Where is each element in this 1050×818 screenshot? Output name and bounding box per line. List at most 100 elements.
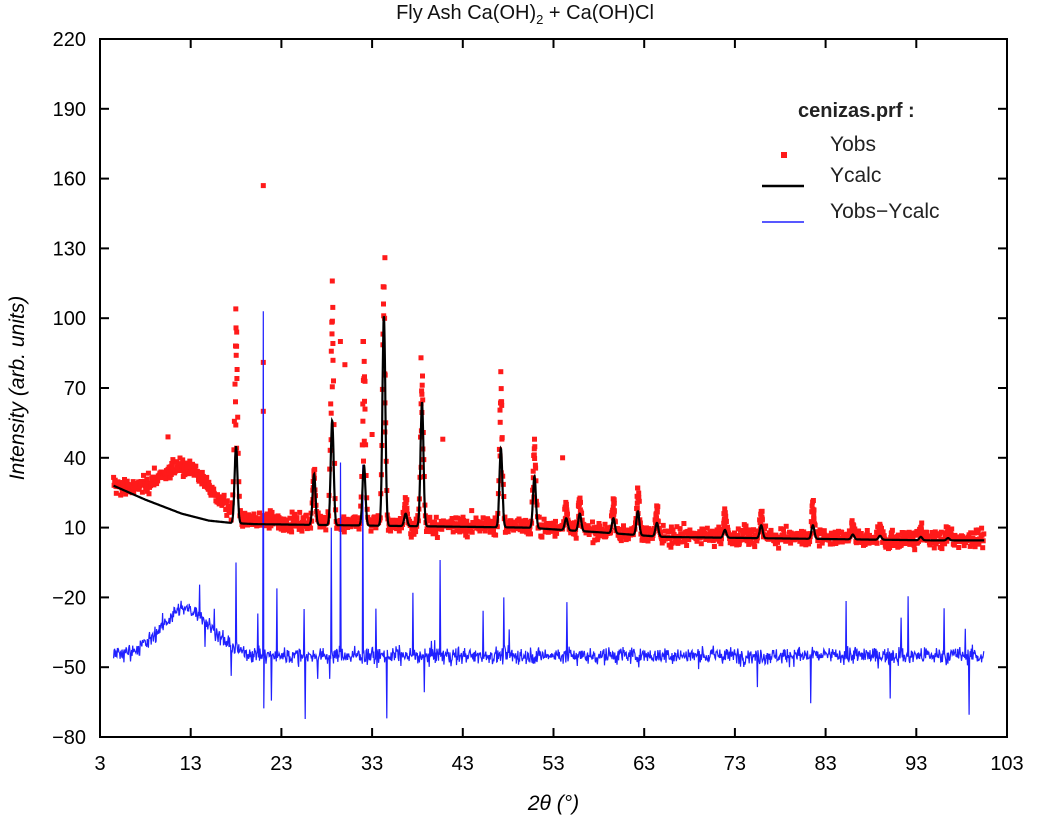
yobs-point-228 — [235, 414, 241, 420]
yobs-point-892 — [596, 521, 602, 526]
yobs-point-1152 — [738, 527, 743, 533]
yobs-point-79 — [154, 481, 160, 487]
yobs-point-1332 — [836, 528, 841, 534]
yobs-point-394 — [325, 509, 331, 515]
yobs-peak-19-6 — [918, 525, 924, 531]
yobs-point-1198 — [763, 523, 769, 529]
yobs-point-1041 — [677, 526, 683, 532]
yobs-point-1374 — [858, 531, 864, 536]
yobs-point-419 — [339, 524, 345, 530]
yobs-point-1020 — [666, 529, 672, 535]
yobs-point-814 — [554, 530, 560, 536]
yobs-peak-4-5 — [380, 284, 386, 290]
yobs-point-698 — [491, 528, 496, 534]
yobs-point-659 — [469, 529, 475, 535]
yobs-peak-1-6 — [312, 466, 318, 472]
yobs-point-400 — [328, 348, 334, 354]
yobs-point-473 — [368, 528, 374, 534]
yobs-peak-14-6 — [721, 511, 727, 517]
yobs-point-402 — [329, 318, 335, 324]
yobs-point-1563 — [961, 543, 967, 549]
yobs-point-1590 — [976, 541, 982, 547]
yobs-point-1208 — [768, 527, 774, 533]
y-tick-label-2: −20 — [52, 587, 86, 609]
yobs-point-1306 — [821, 528, 827, 534]
y-tick-label-0: −80 — [52, 727, 86, 749]
yobs-point-318 — [284, 517, 290, 523]
yobs-point-666 — [473, 515, 479, 521]
yobs-point-883 — [591, 525, 597, 531]
yobs-point-122 — [177, 455, 183, 461]
yobs-point-804 — [548, 520, 554, 526]
yobs-point-234 — [238, 511, 244, 517]
yobs-peak-13-2 — [655, 518, 661, 524]
yobs-peak-13-5 — [654, 509, 660, 515]
yobs-point-137 — [185, 462, 191, 468]
yobs-point-901 — [601, 528, 607, 534]
yobs-point-1453 — [901, 530, 907, 536]
yobs-point-1167 — [746, 541, 752, 547]
yobs-point-313 — [281, 516, 287, 522]
yobs-peak-0-5 — [234, 329, 240, 335]
yobs-point-1574 — [967, 543, 973, 549]
yobs-point-1048 — [681, 521, 687, 526]
chart-title-main: Fly Ash Ca(OH) — [396, 2, 537, 24]
yobs-peak-13-6 — [654, 506, 660, 512]
yobs-point-636 — [457, 529, 463, 535]
yobs-point-1521 — [938, 529, 944, 535]
yobs-point-47 — [136, 486, 142, 492]
yobs-point-424 — [341, 529, 347, 535]
yobs-point-451 — [356, 526, 362, 532]
yobs-point-654 — [467, 522, 472, 528]
yobs-point-1150 — [736, 540, 742, 546]
yobs-point-527 — [397, 516, 403, 521]
yobs-point-5 — [113, 490, 119, 496]
yobs-point-218 — [229, 500, 235, 506]
yobs-point-1296 — [816, 531, 822, 536]
yobs-point-709 — [496, 446, 502, 452]
yobs-point-1589 — [975, 527, 981, 533]
yobs-point-165 — [200, 474, 206, 480]
yobs-point-1196 — [762, 526, 767, 532]
yobs-peak-12-6 — [635, 485, 641, 491]
yobs-point-1244 — [788, 540, 794, 546]
yobs-point-362 — [308, 525, 314, 531]
yobs-peak-8-3 — [533, 465, 539, 471]
yobs-point-635 — [456, 525, 462, 531]
yobs-point-701 — [492, 515, 498, 521]
yobs-point-104 — [167, 475, 173, 481]
yobs-point-644 — [461, 528, 467, 534]
yobs-point-1232 — [781, 531, 787, 537]
y-tick-label-4: 40 — [64, 448, 86, 470]
yobs-peak-8-4 — [532, 456, 538, 461]
yobs-point-1095 — [707, 537, 712, 543]
yobs-peak-9-3 — [564, 510, 570, 516]
yobs-point-1182 — [754, 538, 760, 544]
yobs-extra-6 — [369, 432, 375, 437]
yobs-point-1588 — [975, 530, 981, 536]
yobs-peak-3-2 — [360, 418, 366, 424]
yobs-point-376 — [315, 510, 321, 516]
yobs-point-1180 — [753, 532, 759, 538]
yobs-peak-15-3 — [759, 517, 765, 523]
yobs-peak-2-2 — [329, 384, 335, 390]
chart-title-subscript: 2 — [536, 12, 544, 27]
yobs-point-1508 — [931, 545, 937, 551]
yobs-point-458 — [360, 401, 366, 407]
yobs-point-683 — [482, 528, 488, 534]
yobs-point-1419 — [883, 544, 889, 550]
yobs-point-462 — [362, 406, 368, 412]
yobs-point-850 — [573, 535, 579, 541]
yobs-point-341 — [296, 526, 302, 532]
yobs-point-926 — [615, 526, 620, 532]
yobs-point-106 — [168, 472, 174, 477]
yobs-point-632 — [455, 515, 460, 521]
yobs-point-584 — [428, 526, 434, 532]
legend-label-1: Ycalc — [830, 164, 881, 187]
yobs-peak-15-6 — [759, 508, 765, 514]
yobs-point-37 — [131, 489, 137, 495]
yobs-point-277 — [261, 515, 267, 521]
yobs-point-1088 — [703, 537, 709, 542]
yobs-point-1248 — [790, 531, 796, 537]
yobs-peak-7-3 — [497, 419, 503, 425]
